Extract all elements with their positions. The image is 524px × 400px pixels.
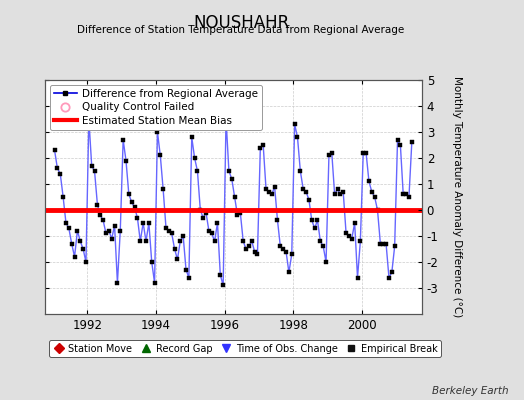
Legend: Difference from Regional Average, Quality Control Failed, Estimated Station Mean: Difference from Regional Average, Qualit… — [50, 85, 262, 130]
Legend: Station Move, Record Gap, Time of Obs. Change, Empirical Break: Station Move, Record Gap, Time of Obs. C… — [49, 340, 441, 357]
Y-axis label: Monthly Temperature Anomaly Difference (°C): Monthly Temperature Anomaly Difference (… — [452, 76, 463, 318]
Text: Berkeley Earth: Berkeley Earth — [432, 386, 508, 396]
Text: NOUSHAHR: NOUSHAHR — [193, 14, 289, 32]
Text: Difference of Station Temperature Data from Regional Average: Difference of Station Temperature Data f… — [78, 25, 405, 35]
